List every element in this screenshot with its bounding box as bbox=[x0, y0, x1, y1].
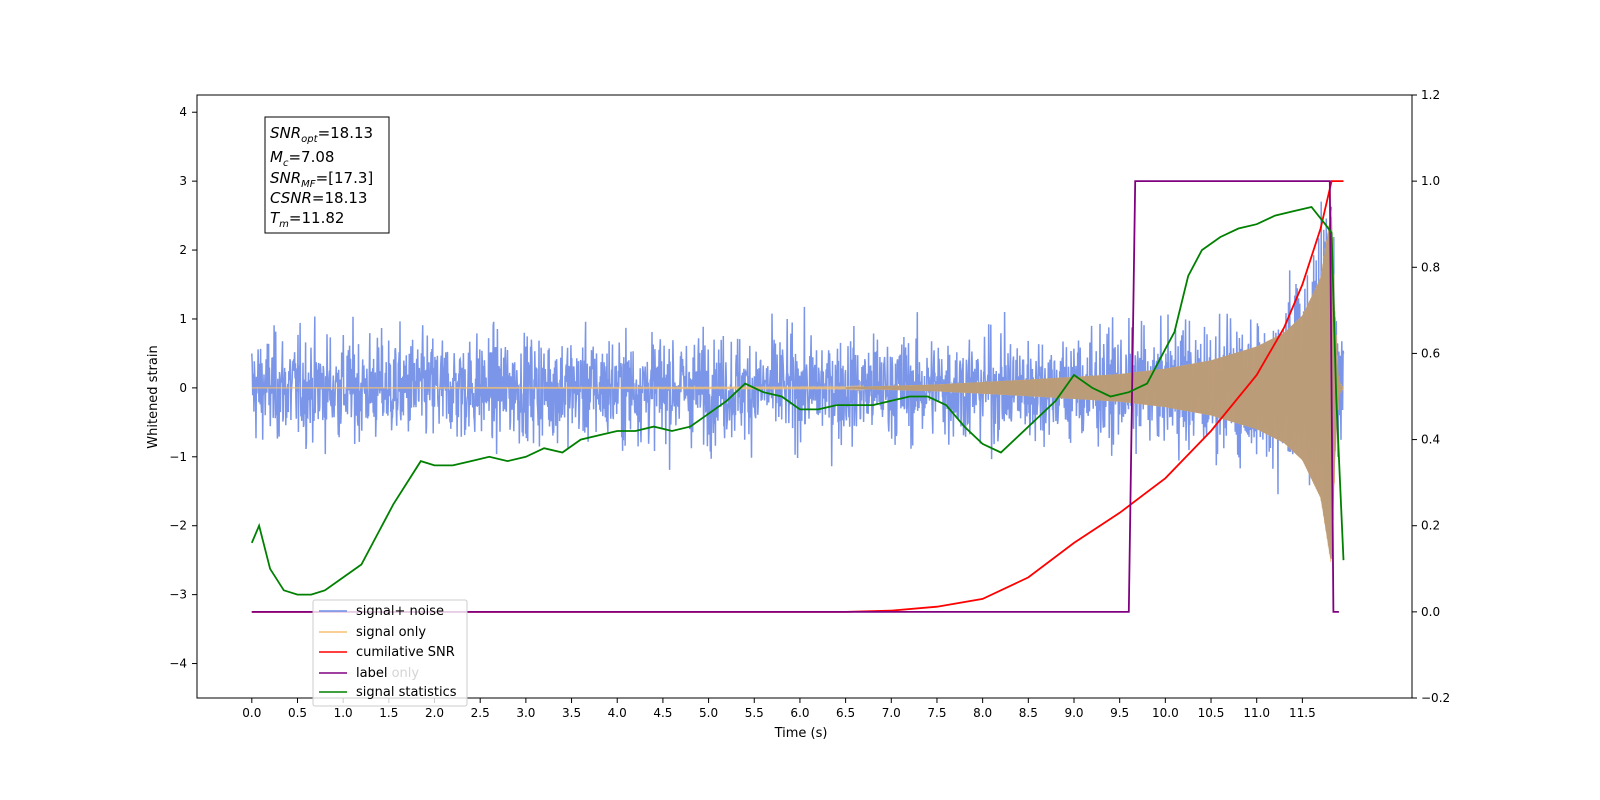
y-tick-label: 0 bbox=[179, 381, 187, 395]
annotation-box: SNRopt=18.13 Mc=7.08 SNRMF=[17.3] CSNR=1… bbox=[264, 116, 390, 234]
annotation-line: CSNR=18.13 bbox=[270, 189, 367, 207]
x-tick-label: 5.0 bbox=[699, 706, 718, 720]
x-tick-label: 3.5 bbox=[562, 706, 581, 720]
y-tick-label: 2 bbox=[179, 243, 187, 257]
y2-tick-label: 0.6 bbox=[1421, 346, 1440, 360]
y-tick-label: 4 bbox=[179, 105, 187, 119]
y2-tick-label: 0.4 bbox=[1421, 433, 1440, 447]
annotation-line: Tm=11.82 bbox=[270, 209, 344, 230]
legend-label: signal only bbox=[356, 625, 426, 640]
series-cumulative-snr bbox=[251, 180, 1344, 613]
annotation-line: Mc=7.08 bbox=[270, 148, 334, 169]
y-tick-label: −2 bbox=[169, 519, 187, 533]
x-tick-label: 4.5 bbox=[653, 706, 672, 720]
x-tick-label: 0.5 bbox=[288, 706, 307, 720]
x-tick-label: 9.0 bbox=[1064, 706, 1083, 720]
x-tick-label: 7.0 bbox=[882, 706, 901, 720]
y2-tick-label: 0.0 bbox=[1421, 605, 1440, 619]
series-signal-only bbox=[251, 210, 1344, 562]
x-tick-label: 10.5 bbox=[1198, 706, 1225, 720]
y-tick-label: −1 bbox=[169, 450, 187, 464]
y-axis-label: Whitened strain bbox=[146, 345, 161, 448]
y2-tick-label: 0.8 bbox=[1421, 260, 1440, 274]
y-tick-label: −3 bbox=[169, 588, 187, 602]
y2-tick-label: 1.2 bbox=[1421, 88, 1440, 102]
legend: signal+ noise signal only cumilative SNR… bbox=[312, 599, 468, 707]
series-signal-only-envelope bbox=[845, 216, 1344, 560]
x-tick-label: 2.0 bbox=[425, 706, 444, 720]
x-tick-label: 9.5 bbox=[1110, 706, 1129, 720]
series-signal-statistics bbox=[250, 205, 1345, 596]
x-tick-label: 3.0 bbox=[516, 706, 535, 720]
y2-tick-label: −0.2 bbox=[1421, 691, 1450, 705]
x-tick-label: 7.5 bbox=[927, 706, 946, 720]
annotation-line: SNRopt=18.13 bbox=[270, 124, 373, 145]
series-label bbox=[251, 180, 1339, 613]
axes-layer: 0.0 0.5 1.0 1.5 2.0 2.5 3.0 3.5 4.0 4.5 5.0 5.5 6.0 6… bbox=[169, 88, 1450, 720]
x-tick-label: 8.5 bbox=[1019, 706, 1038, 720]
legend-label: label bbox=[356, 666, 387, 681]
x-tick-label: 0.0 bbox=[242, 706, 261, 720]
y2-tick-label: 1.0 bbox=[1421, 174, 1440, 188]
series-layer bbox=[250, 180, 1345, 613]
x-tick-label: 2.5 bbox=[471, 706, 490, 720]
x-tick-label: 10.0 bbox=[1152, 706, 1179, 720]
x-tick-label: 11.5 bbox=[1289, 706, 1316, 720]
x-tick-label: 6.0 bbox=[790, 706, 809, 720]
y2-tick-label: 0.2 bbox=[1421, 519, 1440, 533]
x-tick-label: 1.5 bbox=[379, 706, 398, 720]
x-tick-label: 5.5 bbox=[745, 706, 764, 720]
x-tick-label: 8.0 bbox=[973, 706, 992, 720]
legend-label-hidden: label only bbox=[356, 666, 419, 681]
x-tick-label: 4.0 bbox=[608, 706, 627, 720]
x-tick-label: 11.0 bbox=[1243, 706, 1270, 720]
x-tick-label: 1.0 bbox=[334, 706, 353, 720]
legend-label: signal+ noise bbox=[356, 604, 444, 619]
y-tick-label: −4 bbox=[169, 657, 187, 671]
y-tick-label: 1 bbox=[179, 312, 187, 326]
legend-label: cumilative SNR bbox=[356, 645, 455, 660]
annotation-line: SNRMF=[17.3] bbox=[270, 169, 373, 190]
x-axis-label: Time (s) bbox=[774, 726, 828, 741]
legend-label: signal statistics bbox=[356, 685, 457, 700]
y-tick-label: 3 bbox=[179, 174, 187, 188]
x-tick-label: 6.5 bbox=[836, 706, 855, 720]
